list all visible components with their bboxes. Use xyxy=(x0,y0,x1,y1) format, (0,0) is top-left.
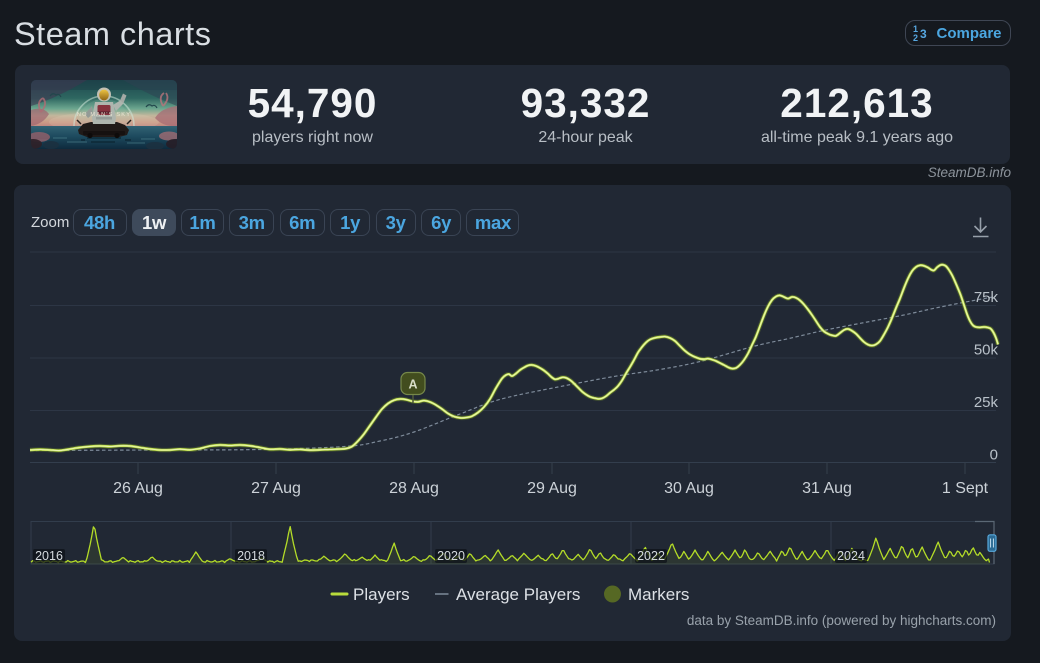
svg-text:A: A xyxy=(408,378,417,392)
svg-text:NO MAN'S SKY: NO MAN'S SKY xyxy=(77,112,131,118)
svg-text:31 Aug: 31 Aug xyxy=(802,480,852,497)
svg-text:29 Aug: 29 Aug xyxy=(527,480,577,497)
svg-text:27 Aug: 27 Aug xyxy=(251,480,301,497)
svg-text:50k: 50k xyxy=(974,342,999,359)
svg-text:75k: 75k xyxy=(974,289,999,306)
svg-text:28 Aug: 28 Aug xyxy=(389,480,439,497)
svg-text:2024: 2024 xyxy=(837,549,865,563)
svg-text:data by SteamDB.info (powered: data by SteamDB.info (powered by highcha… xyxy=(687,613,996,628)
svg-text:1: 1 xyxy=(913,24,918,34)
svg-text:30 Aug: 30 Aug xyxy=(664,480,714,497)
svg-text:3: 3 xyxy=(920,27,927,41)
svg-text:2020: 2020 xyxy=(437,549,465,563)
svg-text:2: 2 xyxy=(913,33,918,42)
svg-text:26 Aug: 26 Aug xyxy=(113,480,163,497)
svg-text:2016: 2016 xyxy=(35,549,63,563)
svg-text:2022: 2022 xyxy=(637,549,665,563)
svg-text:2018: 2018 xyxy=(237,549,265,563)
svg-text:Players: Players xyxy=(353,585,410,604)
svg-text:1 Sept: 1 Sept xyxy=(942,480,989,497)
svg-text:25k: 25k xyxy=(974,394,999,411)
svg-text:Average Players: Average Players xyxy=(456,585,580,604)
svg-text:Markers: Markers xyxy=(628,585,689,604)
svg-text:0: 0 xyxy=(990,447,998,464)
